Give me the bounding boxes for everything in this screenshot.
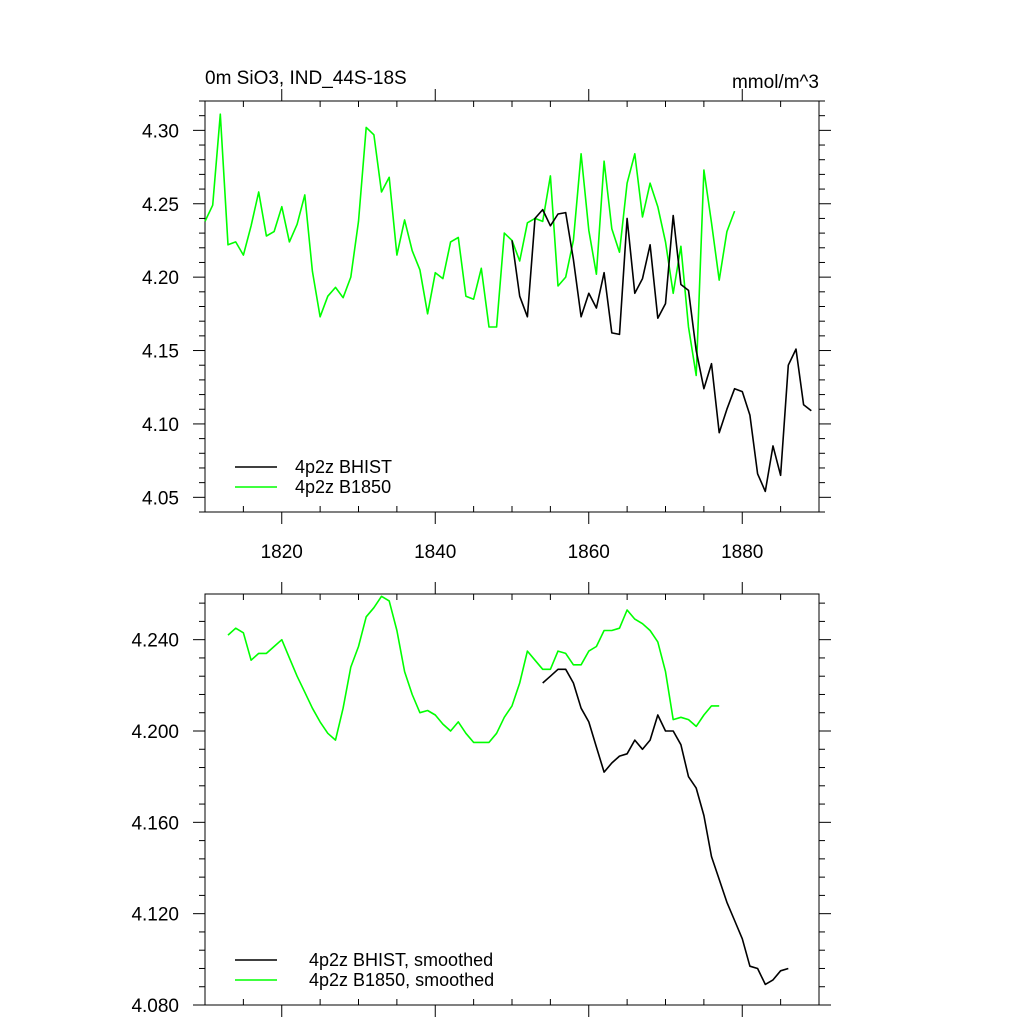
y-tick-label: 4.30 (142, 121, 179, 142)
y-tick-label: 4.200 (131, 722, 179, 743)
y-tick-label: 4.10 (142, 415, 179, 436)
plot-frame (204, 593, 820, 1006)
y-tick-label: 4.05 (142, 488, 179, 509)
chart-title: 0m SiO3, IND_44S-18S (205, 68, 407, 89)
y-tick-label: 4.20 (142, 268, 179, 289)
legend-label: 4p2z BHIST (295, 457, 392, 477)
series-line-bhist (542, 668, 789, 986)
x-tick-label: 1820 (261, 542, 303, 563)
x-tick-label: 1880 (721, 542, 763, 563)
x-tick-label: 1860 (568, 542, 610, 563)
y-tick-label: 4.15 (142, 342, 179, 363)
y-tick-label: 4.25 (142, 195, 179, 216)
legend-label: 4p2z B1850 (295, 477, 391, 497)
series-line-b1850 (227, 595, 720, 744)
legend-label: 4p2z BHIST, smoothed (309, 950, 493, 970)
y-tick-label: 4.240 (131, 631, 179, 652)
x-tick-label: 1840 (414, 542, 456, 563)
series-line-bhist (511, 208, 812, 493)
plot-frame (204, 100, 820, 513)
legend-label: 4p2z B1850, smoothed (309, 970, 494, 990)
y-tick-label: 4.080 (131, 996, 179, 1017)
series-line-b1850 (204, 113, 736, 377)
y-tick-label: 4.120 (131, 905, 179, 926)
units-label: mmol/m^3 (732, 72, 819, 93)
top-panel: 1820 1840 1860 1880 4.05 4.10 4.15 4.20 4.25 4.30… (142, 89, 831, 563)
bottom-panel: 4.080 4.120 4.160 4.200 4.240 4p2z BHIST, smo… (131, 582, 831, 1017)
y-tick-label: 4.160 (131, 813, 179, 834)
